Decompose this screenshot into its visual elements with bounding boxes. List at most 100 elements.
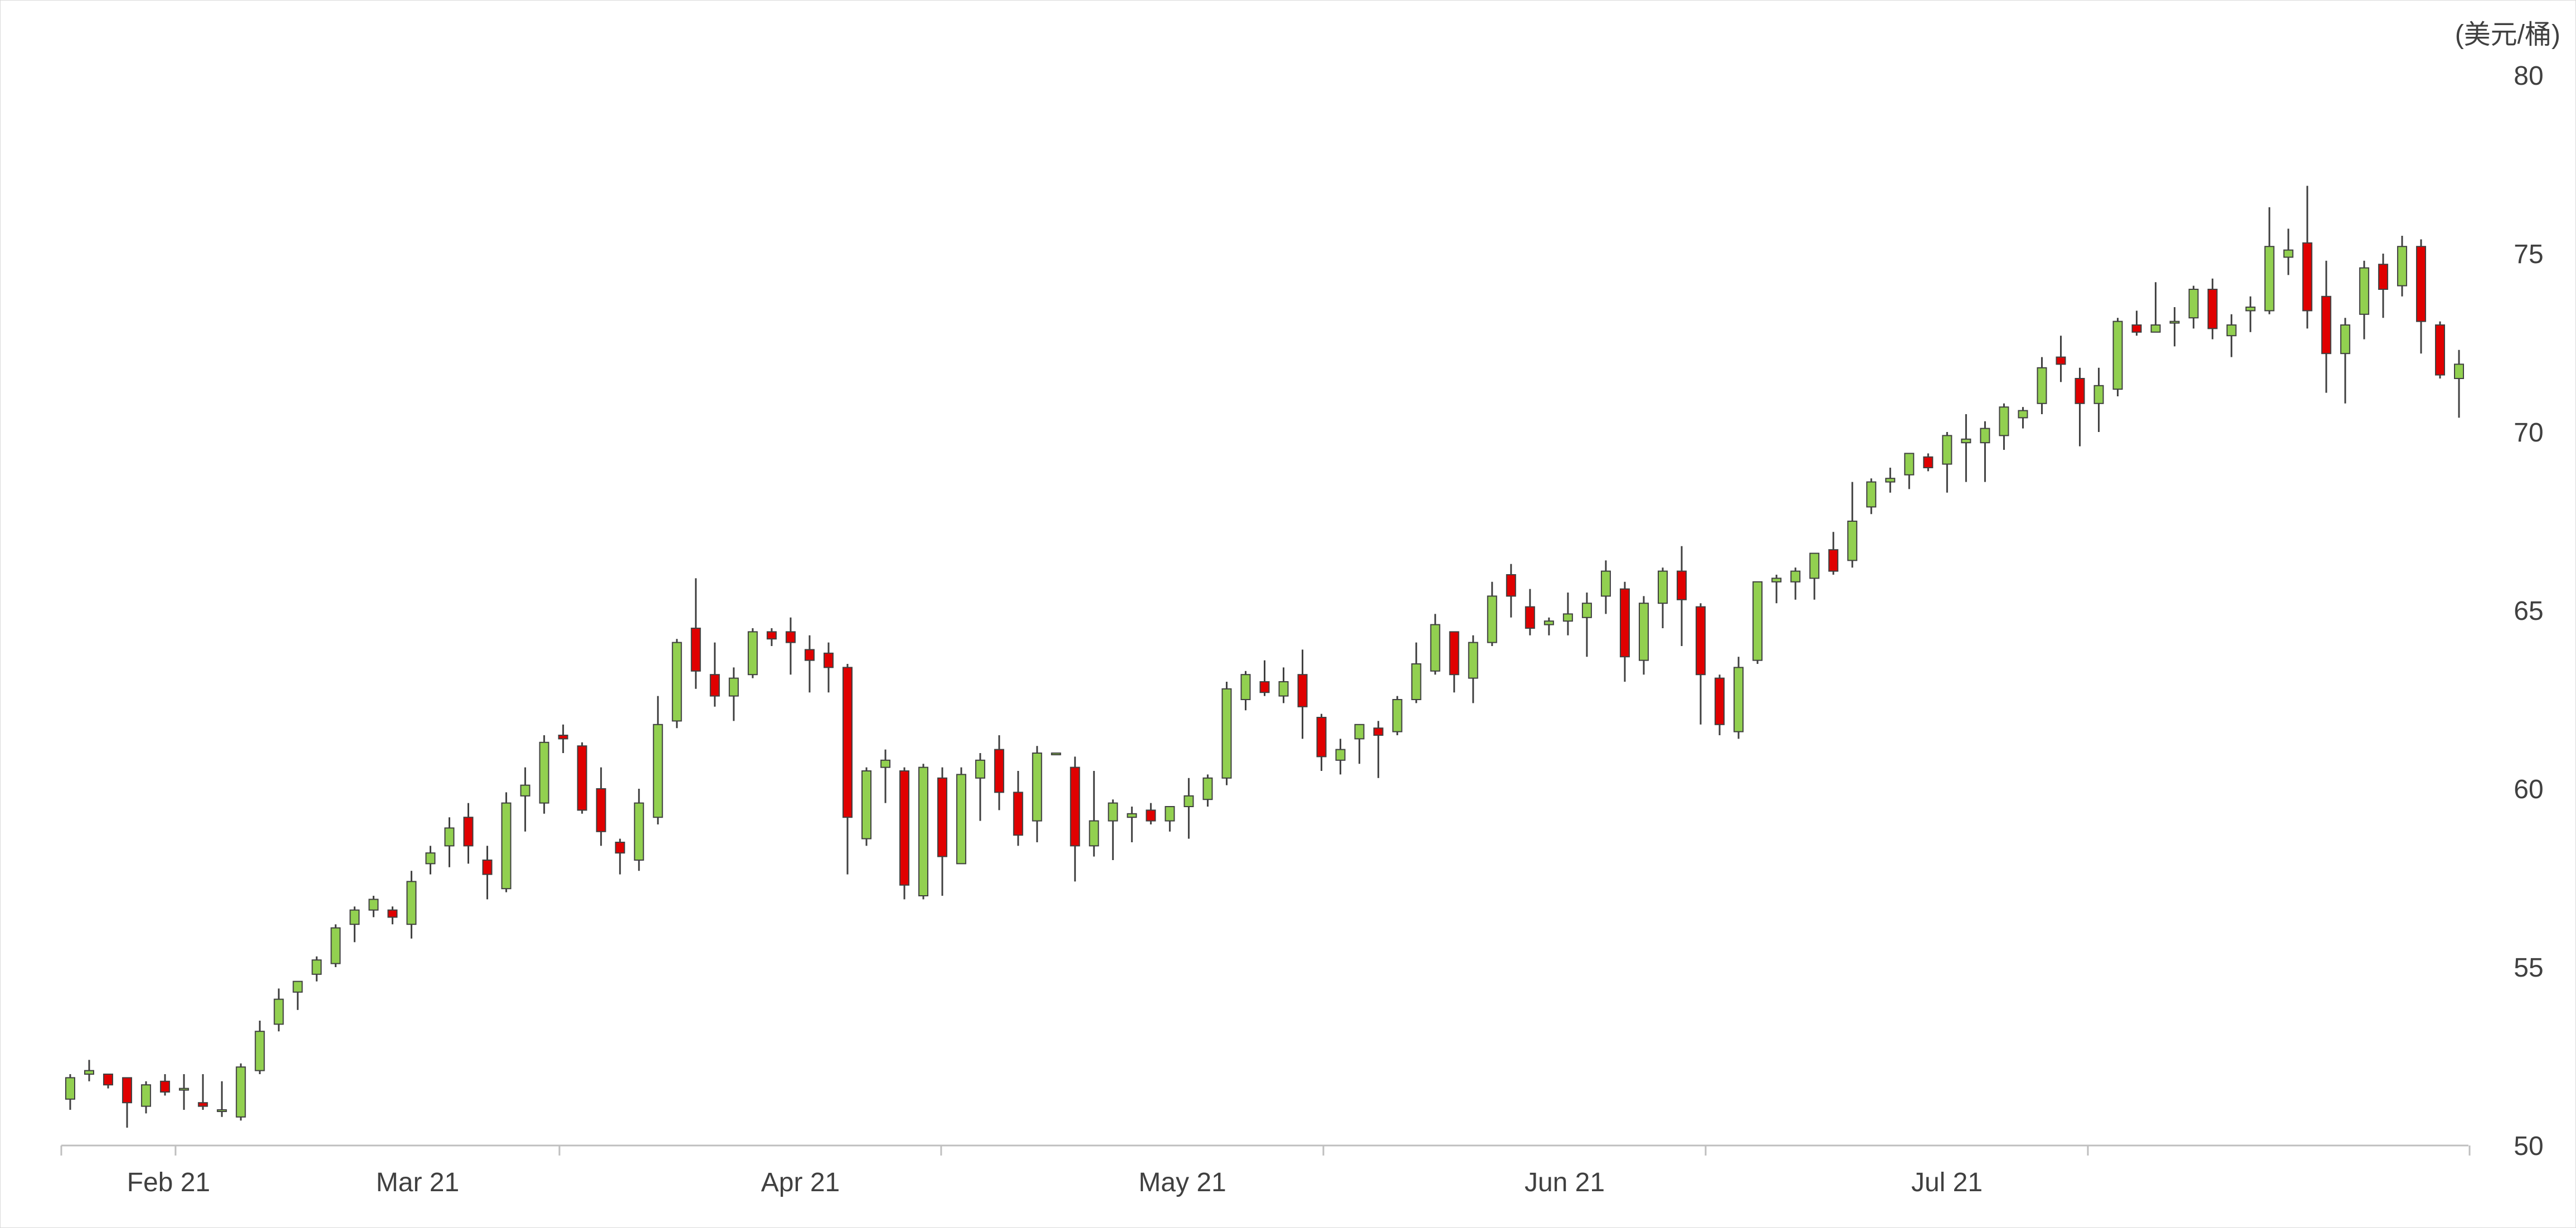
candle-body-down (122, 1077, 133, 1104)
candle-body-down (1146, 809, 1156, 822)
candlestick (1885, 468, 1896, 493)
candle-body-up (2454, 363, 2464, 380)
candlestick (1677, 546, 1687, 646)
candle-body-up (425, 852, 436, 865)
candlestick (2207, 278, 2218, 339)
candlestick (577, 742, 587, 814)
candlestick (1904, 453, 1915, 489)
candle-body-down (842, 667, 853, 818)
candlestick (1771, 575, 1782, 604)
candlestick (1202, 774, 1213, 807)
candlestick (766, 628, 777, 646)
candlestick (1923, 453, 1934, 472)
candle-body-up (747, 631, 758, 676)
y-axis-unit-label: (美元/桶) (2455, 20, 2560, 50)
candle-body-up (1866, 481, 1877, 508)
candle-body-up (330, 927, 341, 964)
candle-body-up (1165, 806, 1175, 822)
candlestick (956, 767, 967, 865)
candlestick (406, 871, 417, 939)
candlestick (1127, 807, 1137, 842)
candlestick (1430, 614, 1440, 675)
candlestick (1506, 564, 1516, 618)
candle-body-down (1013, 792, 1024, 836)
candlestick (1581, 593, 1592, 657)
candle-body-up (1942, 435, 1952, 465)
candlestick (1411, 642, 1421, 703)
candle-body-down (2378, 264, 2388, 290)
candle-body-up (1752, 581, 1763, 661)
candle-body-down (198, 1102, 208, 1107)
candlestick (937, 767, 948, 896)
candlestick (2169, 307, 2180, 347)
candle-body-up (255, 1031, 265, 1071)
candle-body-up (1658, 570, 1668, 604)
candle-body-up (406, 881, 417, 925)
labels-layer: (美元/桶) Feb 21 Mar 21 Apr 21 May 21 Jun 21 Jul… (127, 20, 2560, 1197)
candlestick (1733, 657, 1744, 739)
candlestick (652, 696, 663, 824)
candlestick (2302, 186, 2312, 329)
candlestick (1487, 581, 1497, 646)
candlestick (728, 667, 739, 721)
candlestick (709, 642, 720, 707)
y-axis-tick-label: 60 (2514, 775, 2543, 804)
candlestick (1146, 803, 1156, 824)
x-axis-tick-label: Jun 21 (1525, 1168, 1605, 1197)
candle-body-down (1259, 681, 1270, 693)
candle-body-up (918, 766, 929, 896)
candle-body-down (1373, 727, 1384, 736)
candle-body-up (671, 642, 682, 722)
candle-body-up (1847, 521, 1858, 561)
candlestick (918, 764, 929, 900)
candlestick (615, 838, 625, 875)
candlestick (634, 789, 644, 871)
candlestick (1715, 674, 1725, 735)
candlestick (2340, 318, 2350, 404)
candlestick (1790, 567, 1801, 600)
candle-body-down (103, 1074, 114, 1086)
candle-body-up (2264, 246, 2275, 312)
candle-body-up (956, 774, 967, 865)
candle-body-up (1904, 453, 1915, 475)
candlestick (2037, 357, 2047, 414)
candle-body-up (539, 741, 549, 804)
candlestick (1809, 552, 1820, 600)
candlestick (1449, 631, 1459, 693)
candle-body-down (1923, 456, 1934, 468)
candle-body-up (2018, 410, 2028, 419)
candle-body-down (1677, 570, 1687, 600)
candlestick (482, 846, 493, 900)
candlestick (2416, 239, 2426, 354)
candle-body-up (368, 899, 379, 911)
candlestick (444, 817, 455, 867)
candlestick (2454, 350, 2464, 418)
candlestick (2264, 207, 2275, 314)
candlestick (2226, 314, 2237, 357)
candle-body-up (1543, 620, 1554, 625)
candlestick (217, 1081, 227, 1117)
candle-body-up (1278, 681, 1289, 697)
candle-body-down (1525, 606, 1535, 629)
candle-body-up (1354, 724, 1365, 740)
candle-body-down (709, 674, 720, 697)
candle-body-down (1316, 717, 1327, 758)
candle-body-down (823, 652, 834, 668)
candle-body-up (65, 1077, 75, 1100)
candlestick (596, 767, 606, 846)
candlestick (1828, 532, 1839, 575)
candle-body-down (2321, 295, 2331, 355)
candle-body-down (1696, 606, 1706, 676)
candle-body-down (577, 745, 587, 811)
candle-body-up (1468, 642, 1478, 679)
candle-body-down (766, 631, 777, 640)
candlestick (198, 1074, 208, 1110)
candle-body-down (2434, 324, 2445, 376)
candlestick (2321, 260, 2331, 393)
candlestick (1354, 724, 1365, 764)
candlestick (804, 635, 815, 693)
candlestick (1184, 778, 1194, 839)
candle-body-down (1449, 631, 1459, 676)
candlestick (1335, 739, 1346, 775)
